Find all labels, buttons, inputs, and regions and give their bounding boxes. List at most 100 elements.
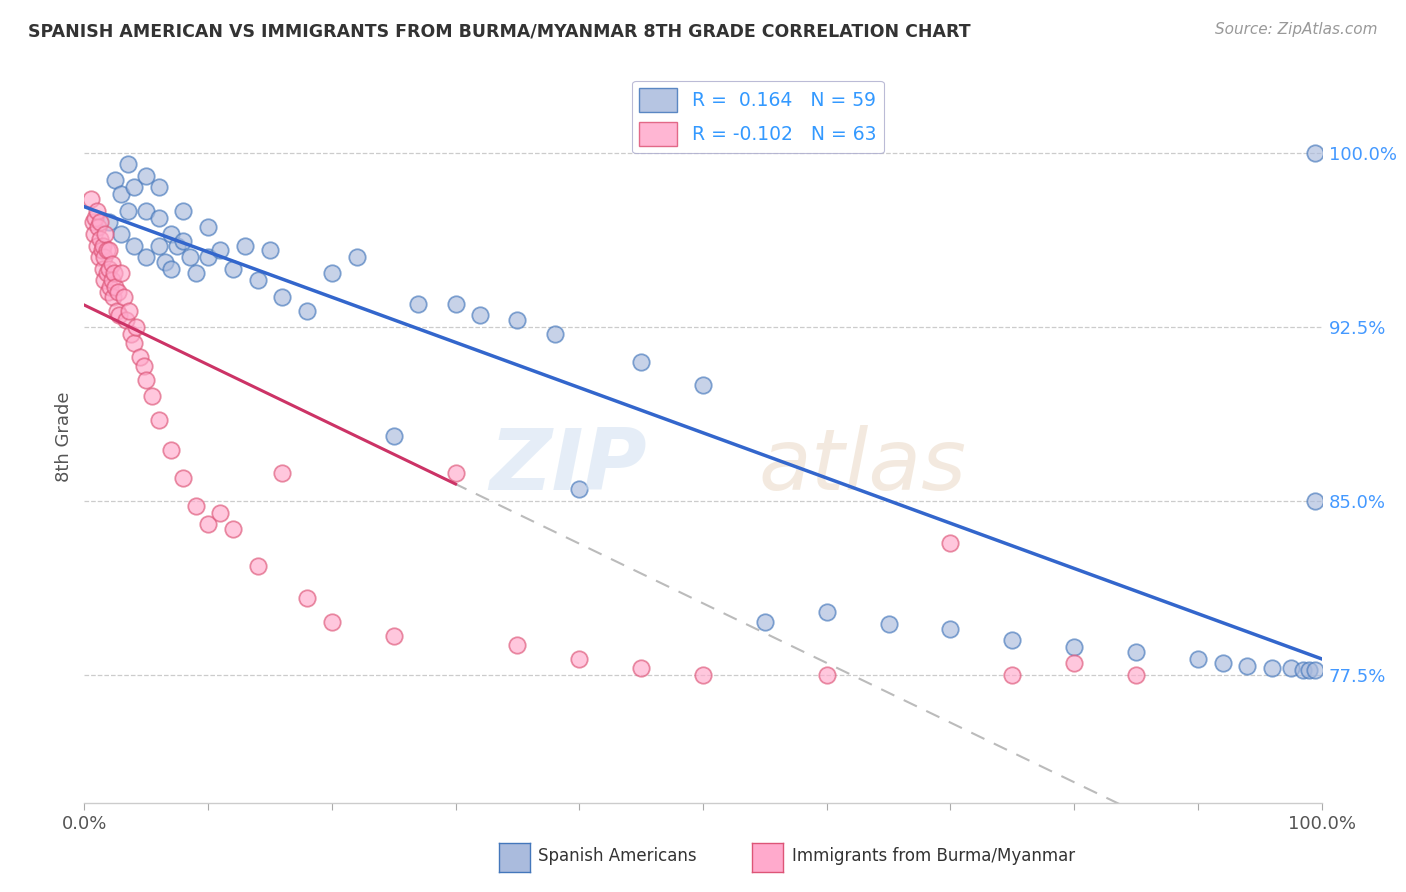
Point (939, 622, 962, 636)
Point (877, 617, 900, 632)
Point (117, 157, 139, 171)
Point (209, 243, 232, 257)
Point (91, 238, 114, 252)
Point (1125, 668, 1147, 682)
Point (94, 227, 117, 241)
Point (1063, 657, 1085, 671)
Point (132, 359, 155, 374)
Point (172, 234, 194, 248)
Point (346, 250, 368, 264)
Point (321, 266, 343, 280)
Point (1292, 664, 1315, 678)
Point (1298, 664, 1320, 678)
Point (122, 336, 145, 351)
Point (148, 180, 170, 194)
Point (100, 257, 122, 271)
Point (82, 215, 104, 229)
Point (172, 471, 194, 485)
Point (104, 173, 127, 187)
Point (101, 290, 124, 304)
Point (1063, 640, 1085, 655)
Point (172, 203, 194, 218)
Point (382, 629, 405, 643)
Point (444, 296, 467, 310)
Y-axis label: 8th Grade: 8th Grade (55, 392, 73, 483)
Point (89, 215, 111, 229)
Point (568, 483, 591, 497)
Point (160, 261, 183, 276)
Point (630, 354, 652, 368)
Point (1212, 657, 1234, 671)
Point (271, 290, 294, 304)
Point (90, 243, 112, 257)
Point (246, 273, 269, 287)
Point (122, 238, 145, 252)
Point (118, 303, 141, 318)
Point (233, 238, 256, 252)
Point (86, 203, 108, 218)
Point (89, 231, 111, 245)
Point (104, 280, 127, 294)
Point (84, 211, 107, 225)
Point (222, 522, 245, 536)
Point (295, 303, 318, 318)
Point (506, 313, 529, 327)
Point (83, 227, 105, 241)
Point (148, 238, 170, 252)
Point (754, 615, 776, 629)
Point (222, 261, 245, 276)
Point (105, 303, 128, 318)
Point (246, 558, 269, 573)
Point (135, 169, 157, 183)
Point (103, 266, 125, 280)
Point (692, 377, 714, 392)
Point (184, 499, 207, 513)
Point (120, 326, 142, 341)
Point (148, 211, 170, 225)
Point (89, 250, 111, 264)
Point (129, 350, 152, 364)
Point (98, 215, 121, 229)
Point (1125, 645, 1147, 659)
Text: atlas: atlas (759, 425, 967, 508)
Text: Immigrants from Burma/Myanmar: Immigrants from Burma/Myanmar (792, 847, 1074, 865)
Point (108, 308, 131, 322)
Point (295, 591, 318, 606)
Point (98, 261, 121, 276)
Point (107, 285, 129, 299)
Point (93, 250, 115, 264)
Point (271, 466, 294, 480)
Point (1261, 661, 1284, 675)
Point (259, 243, 281, 257)
Point (160, 227, 183, 241)
Point (209, 506, 232, 520)
Point (93, 273, 115, 287)
Point (1236, 658, 1258, 673)
Point (408, 296, 430, 310)
Point (444, 466, 467, 480)
Point (1279, 661, 1302, 675)
Point (1001, 668, 1024, 682)
Text: Spanish Americans: Spanish Americans (538, 847, 697, 865)
Point (568, 652, 591, 666)
Point (135, 250, 157, 264)
Point (630, 661, 652, 675)
Point (1305, 664, 1327, 678)
Point (110, 227, 132, 241)
Point (1305, 494, 1327, 508)
Point (97, 285, 120, 299)
Point (1001, 633, 1024, 648)
Point (197, 517, 219, 532)
Point (110, 187, 132, 202)
Point (153, 254, 176, 268)
Point (1305, 145, 1327, 160)
Point (100, 273, 122, 287)
Point (470, 308, 492, 322)
Point (166, 238, 188, 252)
Point (179, 250, 201, 264)
Point (117, 203, 139, 218)
Point (1187, 652, 1209, 666)
Text: SPANISH AMERICAN VS IMMIGRANTS FROM BURMA/MYANMAR 8TH GRADE CORRELATION CHART: SPANISH AMERICAN VS IMMIGRANTS FROM BURM… (28, 22, 970, 40)
Point (135, 203, 157, 218)
Point (692, 668, 714, 682)
